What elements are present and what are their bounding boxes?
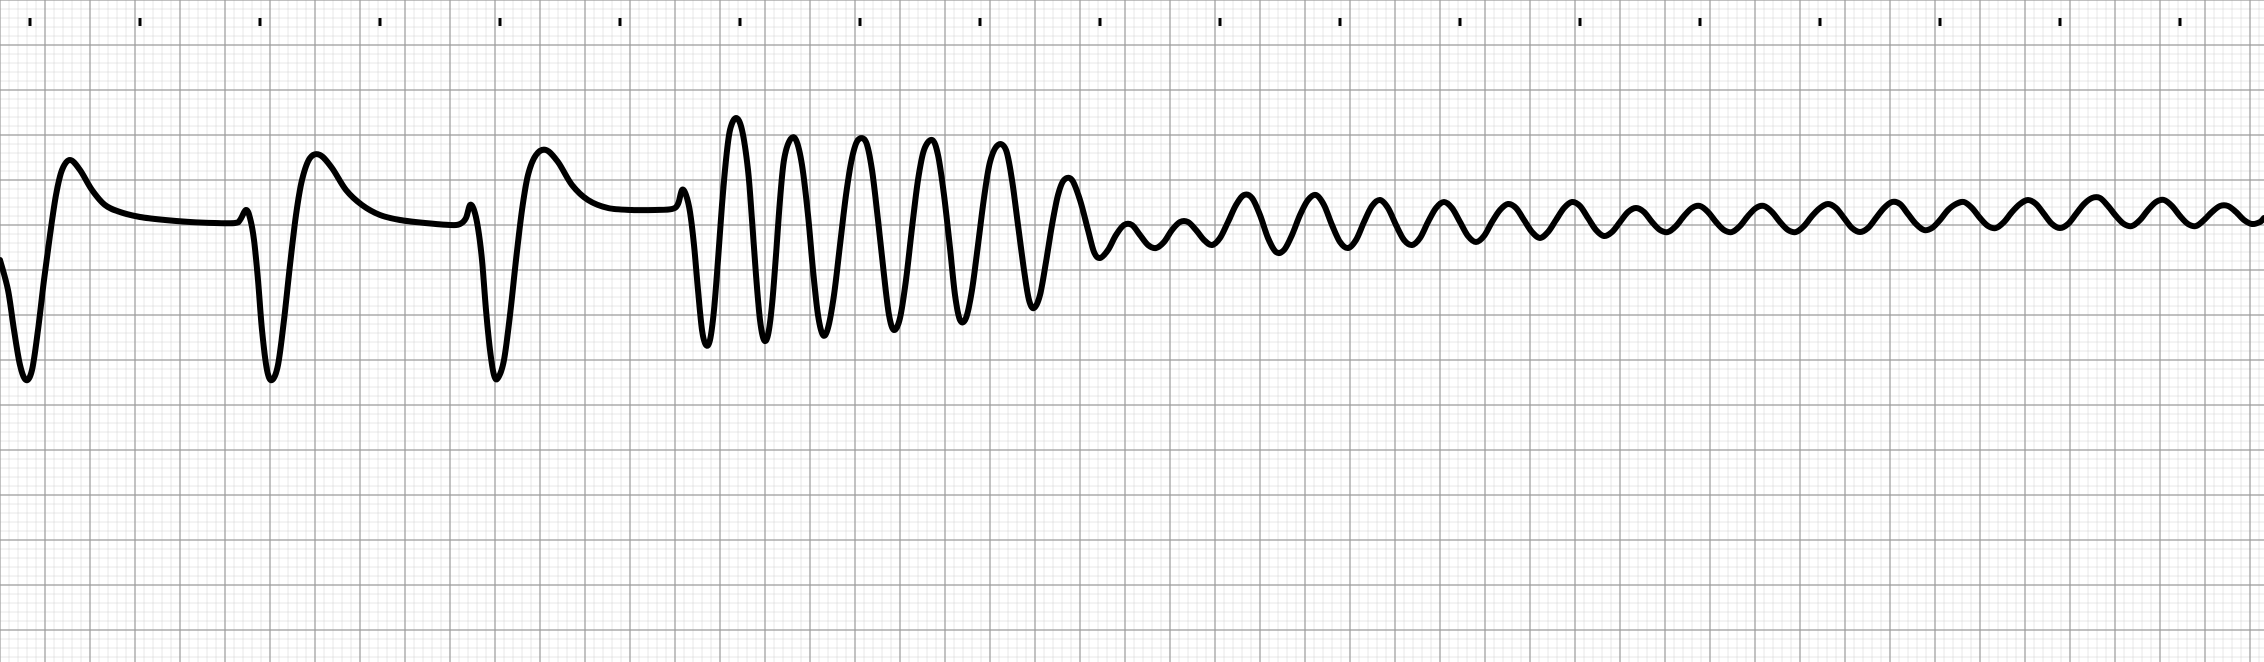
ecg-background xyxy=(0,0,2264,662)
ecg-strip xyxy=(0,0,2264,662)
